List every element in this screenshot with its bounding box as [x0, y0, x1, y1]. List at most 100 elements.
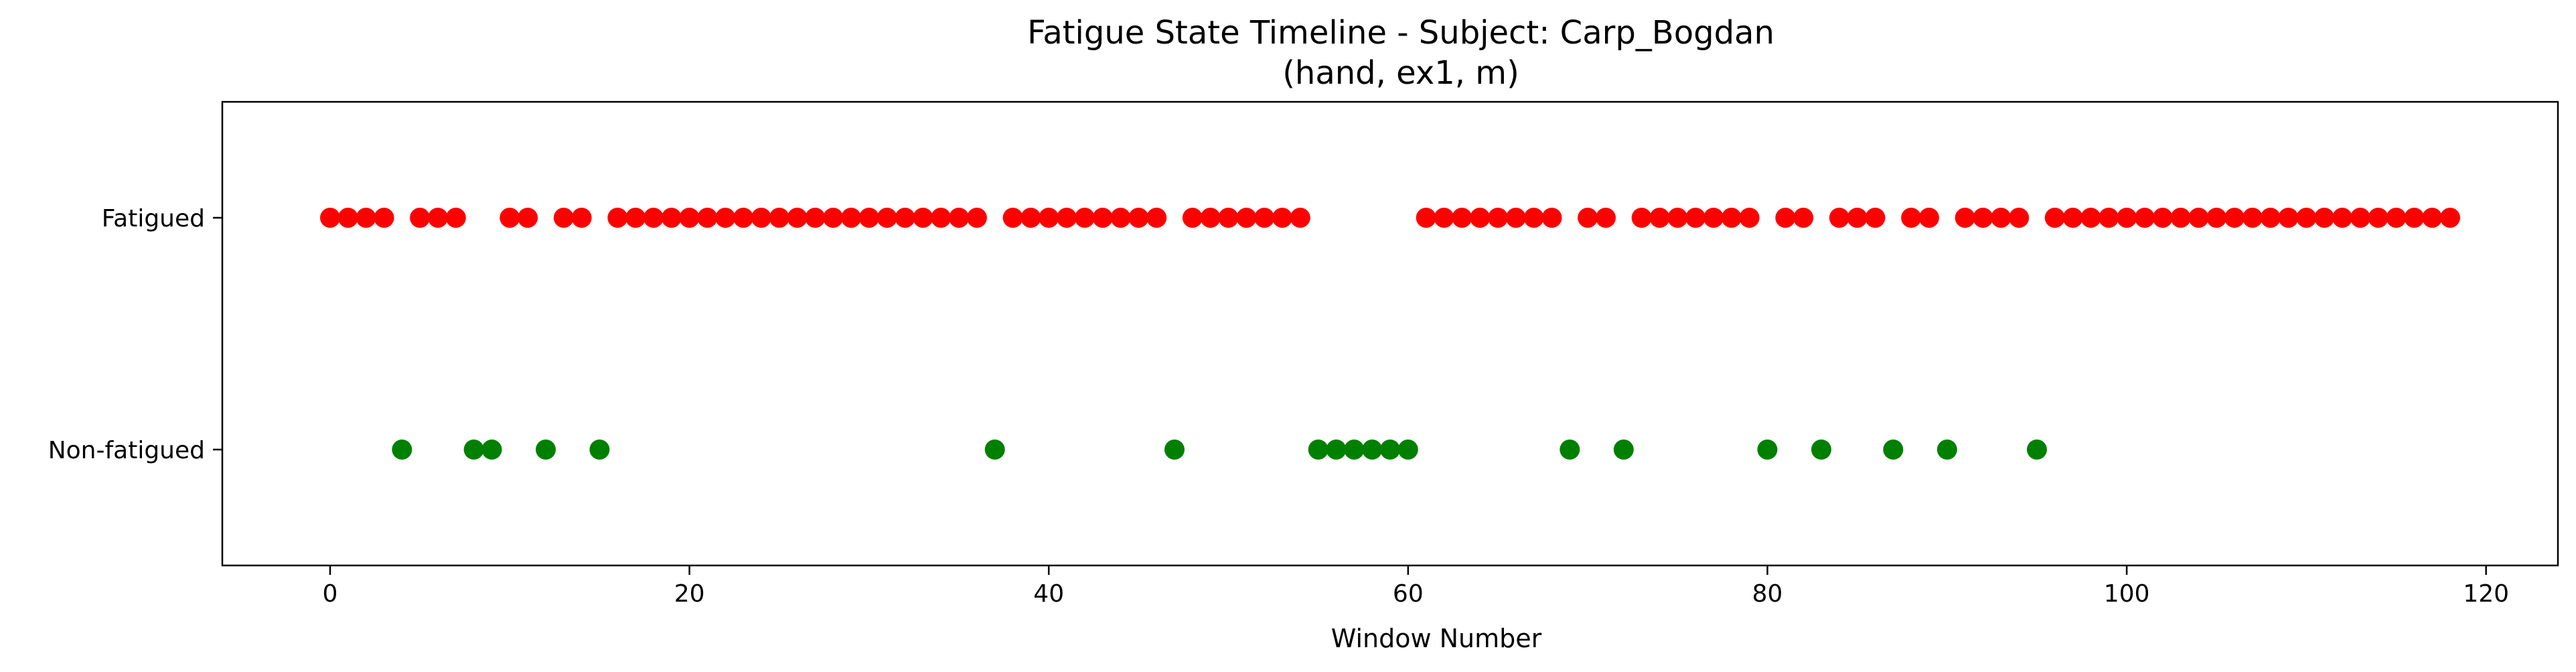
fatigued-point-7	[445, 208, 466, 228]
fatigued-point-5	[410, 208, 431, 228]
fatigued-point-54	[1290, 208, 1310, 228]
fatigued-point-71	[1596, 208, 1616, 228]
fatigued-point-105	[2206, 208, 2227, 228]
fatigued-point-38	[1002, 208, 1023, 228]
data-points	[320, 208, 2460, 460]
fatigued-point-82	[1793, 208, 1814, 228]
fatigued-point-68	[1541, 208, 1562, 228]
fatigued-point-18	[643, 208, 664, 228]
fatigued-point-66	[1505, 208, 1526, 228]
chart-subtitle: (hand, ex1, m)	[1282, 54, 1519, 92]
fatigued-point-103	[2170, 208, 2191, 228]
fatigued-point-10	[500, 208, 520, 228]
fatigued-point-51	[1236, 208, 1257, 228]
fatigued-point-41	[1057, 208, 1077, 228]
fatigued-point-42	[1074, 208, 1095, 228]
fatigued-point-85	[1847, 208, 1868, 228]
fatigued-point-63	[1452, 208, 1472, 228]
x-tick-label-60: 60	[1393, 580, 1424, 608]
fatigued-point-49	[1200, 208, 1221, 228]
fatigued-point-17	[625, 208, 646, 228]
fatigued-point-25	[769, 208, 789, 228]
non-fatigued-point-55	[1308, 440, 1329, 460]
fatigued-point-94	[2009, 208, 2030, 228]
fatigued-point-113	[2350, 208, 2370, 228]
x-tick-label-80: 80	[1752, 580, 1783, 608]
y-tick-label-fatigued: Fatigued	[102, 205, 205, 232]
x-tick-label-20: 20	[674, 580, 705, 608]
fatigued-point-62	[1434, 208, 1454, 228]
fatigued-point-73	[1631, 208, 1652, 228]
fatigued-point-102	[2152, 208, 2173, 228]
fatigued-point-31	[877, 208, 897, 228]
non-fatigued-point-95	[2026, 440, 2047, 460]
non-fatigued-point-47	[1164, 440, 1185, 460]
fatigued-point-86	[1865, 208, 1886, 228]
fatigued-point-26	[787, 208, 808, 228]
fatigued-point-14	[571, 208, 592, 228]
x-tick-label-120: 120	[2463, 580, 2509, 608]
fatigued-point-111	[2314, 208, 2335, 228]
fatigued-point-108	[2260, 208, 2281, 228]
fatigued-point-45	[1128, 208, 1149, 228]
non-fatigued-point-60	[1397, 440, 1418, 460]
non-fatigued-point-87	[1883, 440, 1904, 460]
non-fatigued-point-80	[1757, 440, 1778, 460]
fatigued-point-109	[2278, 208, 2299, 228]
fatigued-point-64	[1470, 208, 1491, 228]
fatigued-point-107	[2242, 208, 2263, 228]
x-axis-ticks: 0 20 40 60 80 100 120	[323, 565, 2509, 608]
fatigued-point-32	[895, 208, 915, 228]
fatigued-point-91	[1955, 208, 1975, 228]
non-fatigued-point-37	[984, 440, 1005, 460]
fatigued-point-0	[320, 208, 340, 228]
fatigued-point-6	[428, 208, 448, 228]
fatigued-point-11	[518, 208, 538, 228]
fatigued-point-93	[1991, 208, 2012, 228]
fatigued-point-30	[858, 208, 879, 228]
fatigued-point-36	[966, 208, 987, 228]
fatigued-point-117	[2422, 208, 2443, 228]
fatigued-point-2	[356, 208, 376, 228]
fatigued-point-19	[661, 208, 682, 228]
fatigued-point-76	[1685, 208, 1706, 228]
fatigued-point-16	[607, 208, 628, 228]
x-tick-label-40: 40	[1033, 580, 1064, 608]
fatigued-point-13	[553, 208, 574, 228]
fatigued-point-34	[931, 208, 952, 228]
fatigued-point-29	[841, 208, 862, 228]
fatigued-point-20	[679, 208, 700, 228]
fatigued-point-44	[1110, 208, 1131, 228]
fatigued-point-52	[1254, 208, 1275, 228]
fatigued-point-70	[1578, 208, 1598, 228]
fatigued-point-1	[337, 208, 358, 228]
fatigued-point-78	[1721, 208, 1742, 228]
fatigued-point-48	[1182, 208, 1203, 228]
non-fatigued-point-58	[1362, 440, 1383, 460]
fatigued-point-92	[1973, 208, 1993, 228]
fatigued-point-100	[2117, 208, 2137, 228]
non-fatigued-point-69	[1560, 440, 1580, 460]
fatigued-point-114	[2368, 208, 2389, 228]
fatigued-point-115	[2386, 208, 2407, 228]
fatigued-point-112	[2332, 208, 2352, 228]
fatigued-point-22	[715, 208, 736, 228]
fatigued-point-104	[2188, 208, 2209, 228]
non-fatigued-point-9	[481, 440, 502, 460]
non-fatigued-point-59	[1380, 440, 1400, 460]
plot-frame	[221, 100, 2559, 567]
non-fatigued-point-72	[1613, 440, 1634, 460]
fatigued-point-24	[751, 208, 771, 228]
fatigued-point-3	[374, 208, 394, 228]
fatigued-point-84	[1829, 208, 1849, 228]
non-fatigued-point-12	[536, 440, 556, 460]
non-fatigued-point-4	[392, 440, 412, 460]
fatigued-point-23	[733, 208, 754, 228]
non-fatigued-point-57	[1344, 440, 1365, 460]
non-fatigued-point-15	[589, 440, 610, 460]
fatigued-point-75	[1667, 208, 1688, 228]
fatigued-point-110	[2296, 208, 2317, 228]
x-tick-label-0: 0	[323, 580, 338, 608]
y-axis-ticks: Non-fatigued Fatigued	[48, 205, 222, 464]
